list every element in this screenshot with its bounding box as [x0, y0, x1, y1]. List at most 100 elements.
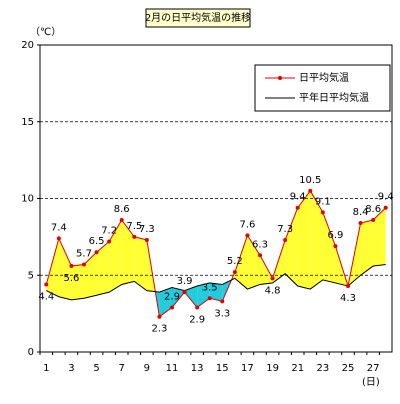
- data-point: [383, 205, 388, 210]
- deviation-area: [71, 264, 84, 300]
- data-label: 5.6: [63, 273, 79, 284]
- data-label: 7.3: [277, 224, 293, 235]
- data-point: [308, 188, 313, 193]
- data-point: [107, 239, 112, 244]
- x-tick-label: 19: [266, 363, 279, 374]
- title-box: [145, 8, 251, 28]
- data-point: [245, 233, 250, 238]
- data-point: [283, 237, 288, 242]
- data-label: 6.5: [89, 236, 105, 247]
- data-label: 5.2: [227, 256, 243, 267]
- x-tick-label: 17: [241, 363, 254, 374]
- y-tick-label: 20: [21, 40, 34, 51]
- data-label: 9.4: [378, 192, 394, 203]
- deviation-area: [58, 238, 72, 300]
- y-tick-label: 5: [28, 270, 34, 281]
- data-point: [56, 236, 61, 241]
- data-point: [195, 305, 200, 310]
- legend-label: 平年日平均気温: [299, 91, 369, 104]
- x-tick-label: 13: [191, 363, 204, 374]
- data-label: 9.1: [315, 196, 331, 207]
- x-tick-label: 1: [43, 363, 49, 374]
- data-label: 4.4: [38, 291, 54, 302]
- data-label: 8.6: [114, 204, 130, 215]
- data-label: 8.4: [353, 207, 369, 218]
- data-label: 2.3: [151, 324, 167, 335]
- data-label: 8.6: [365, 204, 381, 215]
- data-point: [207, 296, 212, 301]
- data-label: 7.5: [126, 221, 142, 232]
- deviation-area: [310, 190, 323, 290]
- deviation-area: [260, 255, 273, 285]
- data-label: 5.7: [76, 249, 92, 260]
- data-point: [371, 217, 376, 222]
- deviation-area: [96, 241, 110, 296]
- y-tick-label: 15: [21, 117, 34, 128]
- x-tick-label: 5: [93, 363, 99, 374]
- deviation-area: [209, 282, 223, 302]
- data-label: 4.3: [340, 293, 356, 304]
- data-label: 2.9: [164, 291, 180, 302]
- data-label: 6.3: [252, 239, 268, 250]
- deviation-area: [121, 219, 135, 285]
- data-label: 3.5: [202, 282, 218, 293]
- data-label: 3.9: [177, 276, 193, 287]
- data-point: [144, 237, 149, 242]
- series-line: [45, 189, 387, 318]
- legend-marker: [278, 76, 282, 80]
- data-label: 10.5: [299, 175, 321, 186]
- data-label: 7.4: [51, 222, 67, 233]
- data-point: [346, 283, 350, 288]
- data-point: [69, 264, 74, 269]
- deviation-area: [109, 219, 122, 293]
- y-axis-label: （℃）: [30, 26, 61, 38]
- data-point: [258, 253, 262, 258]
- data-point: [94, 250, 99, 255]
- x-tick-label: 7: [119, 363, 125, 374]
- legend-box: [254, 64, 391, 112]
- data-point: [333, 244, 338, 249]
- deviation-area: [285, 207, 298, 286]
- legend-label: 日平均気温: [299, 71, 349, 84]
- data-label: 7.3: [139, 224, 155, 235]
- data-label: 7.6: [239, 219, 255, 230]
- x-tick-label: 11: [166, 363, 179, 374]
- deviation-area: [373, 207, 386, 267]
- data-point: [182, 290, 187, 295]
- data-label: 3.3: [214, 308, 230, 319]
- data-point: [220, 299, 225, 304]
- data-label: 2.9: [189, 314, 205, 325]
- data-point: [119, 217, 124, 222]
- data-point: [132, 234, 137, 239]
- data-point: [320, 210, 325, 215]
- data-point: [358, 221, 363, 226]
- x-tick-label: 27: [367, 363, 380, 374]
- data-label: 6.9: [327, 230, 343, 241]
- x-axis-label: (日): [362, 377, 380, 388]
- chart-title: 2月の日平均気温の推移: [145, 11, 251, 24]
- deviation-area: [184, 285, 198, 308]
- x-tick-label: 25: [342, 363, 355, 374]
- x-tick-label: 3: [68, 363, 74, 374]
- data-label: 4.8: [265, 285, 281, 296]
- deviation-area: [134, 236, 147, 291]
- data-point: [157, 314, 162, 319]
- data-label: 7.2: [101, 225, 117, 236]
- data-label: 9.4: [290, 192, 306, 203]
- x-tick-label: 15: [216, 363, 229, 374]
- y-tick-label: 10: [21, 194, 34, 205]
- x-tick-label: 21: [291, 363, 304, 374]
- y-tick-label: 0: [28, 347, 34, 358]
- series-line: [46, 264, 386, 301]
- deviation-area: [46, 238, 59, 297]
- data-point: [295, 205, 300, 210]
- deviation-area: [360, 219, 374, 276]
- x-tick-label: 9: [144, 363, 150, 374]
- data-point: [44, 282, 49, 287]
- deviation-area: [297, 190, 311, 290]
- data-point: [82, 262, 86, 267]
- deviation-area: [322, 212, 336, 283]
- data-point: [170, 305, 174, 310]
- deviation-area: [197, 282, 210, 308]
